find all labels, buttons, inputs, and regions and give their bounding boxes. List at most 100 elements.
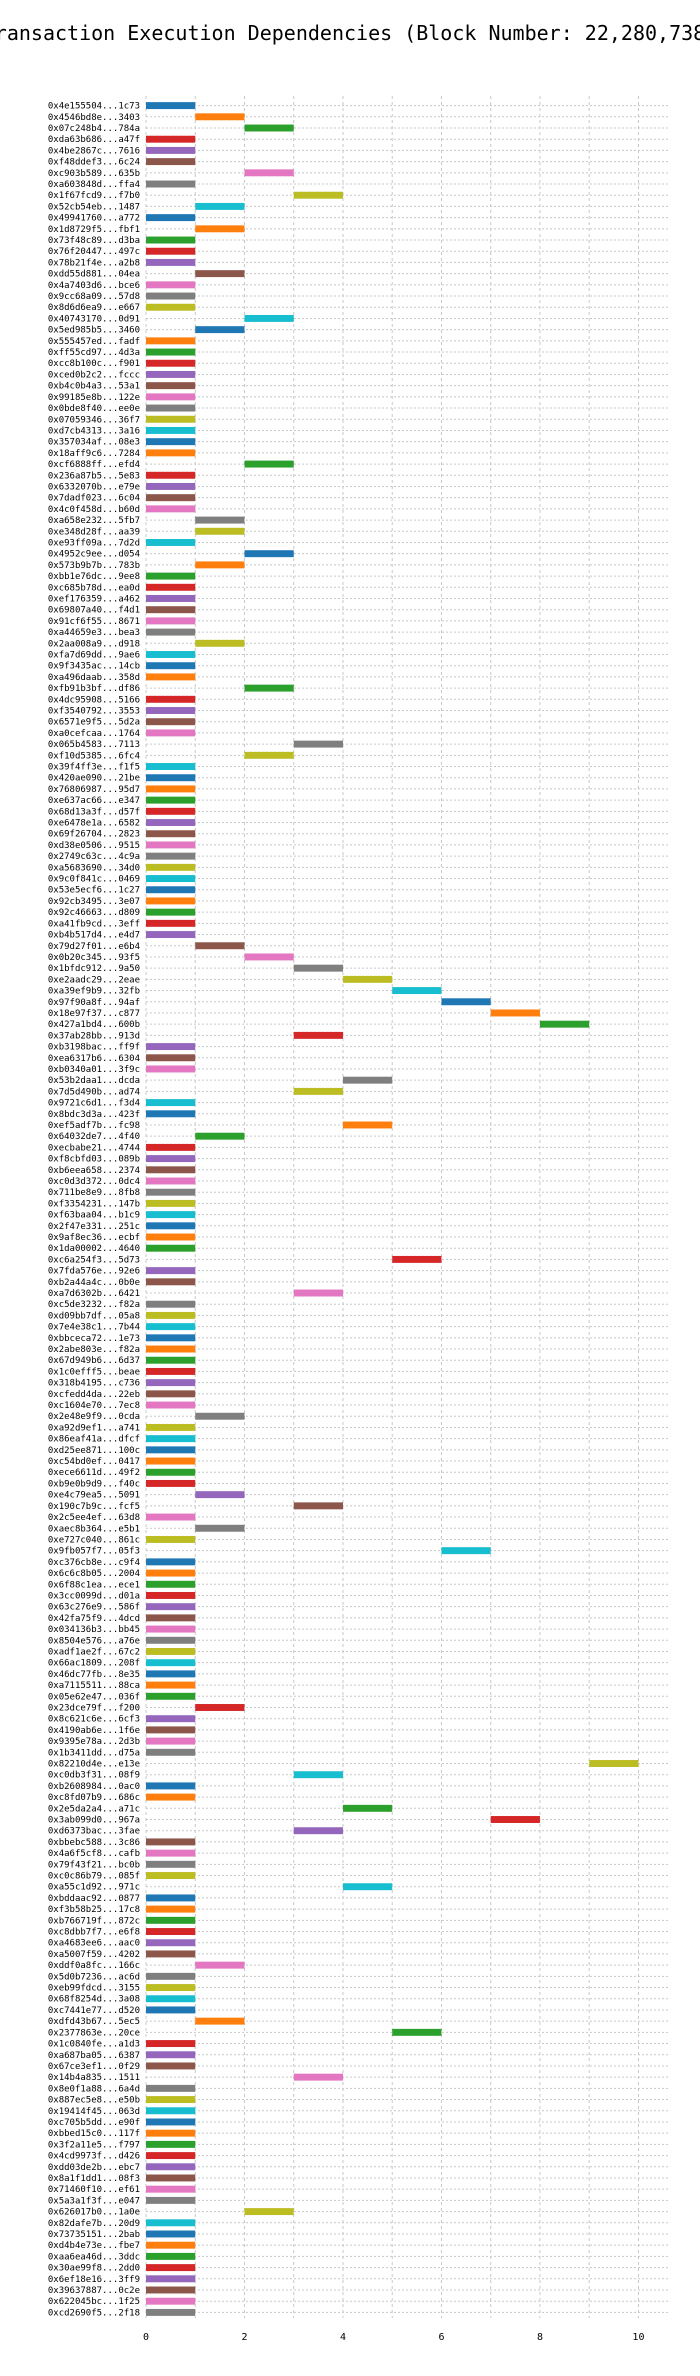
y-tick-label: 0x4be2867c...7616 — [48, 146, 140, 156]
y-tick-label: 0x1da00002...4640 — [48, 1244, 140, 1254]
y-tick-label: 0x76f20447...497c — [48, 247, 140, 257]
y-tick-label: 0x71460f10...ef61 — [48, 2185, 140, 2195]
bar — [146, 146, 196, 154]
y-tick-label: 0x14b4a835...1511 — [48, 2073, 140, 2083]
y-tick-label: 0x1c0840fe...a1d3 — [48, 2040, 140, 2050]
bar — [146, 337, 196, 345]
bar — [146, 1939, 196, 1947]
bar — [146, 415, 196, 423]
bar — [146, 897, 196, 905]
bar — [146, 2308, 196, 2316]
bar — [146, 1468, 196, 1476]
y-tick-label: 0xa7115511...88ca — [48, 1681, 140, 1691]
y-tick-label: 0xb4c0b4a3...53a1 — [48, 382, 140, 392]
y-tick-label: 0xd38e0506...9515 — [48, 841, 140, 851]
y-tick-label: 0xa92d9ef1...a741 — [48, 1423, 140, 1433]
y-tick-label: 0x318b4195...c736 — [48, 1379, 140, 1389]
y-tick-label: 0x52cb54eb...1487 — [48, 202, 140, 212]
bar — [195, 225, 245, 233]
y-tick-label: 0xa5683690...34d0 — [48, 863, 140, 873]
bar — [195, 527, 245, 535]
bar — [195, 1704, 245, 1711]
y-tick-label: 0x40743170...0d91 — [48, 314, 140, 324]
y-tick-label: 0x1f67fcd9...f7b0 — [48, 191, 140, 201]
bar — [146, 102, 196, 110]
bar — [293, 740, 343, 748]
bar — [146, 1860, 196, 1868]
y-tick-label: 0xe2aadc29...2eae — [48, 975, 140, 985]
bar — [146, 718, 196, 726]
y-tick-label: 0xbb1e76dc...9ee8 — [48, 572, 140, 582]
y-tick-label: 0x8a1f1dd1...08f3 — [48, 2174, 140, 2184]
bar — [146, 1972, 196, 1980]
y-tick-label: 0x4546bd8e...3403 — [48, 113, 140, 123]
bar — [146, 1513, 196, 1521]
bar — [146, 651, 196, 658]
y-tick-label: 0xc7441e77...d520 — [48, 2006, 140, 2016]
y-tick-label: 0xc685b78d...ea0d — [48, 583, 140, 593]
bar — [146, 2006, 196, 2014]
y-tick-label: 0x78b21f4e...a2b8 — [48, 258, 140, 268]
y-tick-label: 0x53e5ecf6...1c27 — [48, 886, 140, 896]
y-tick-label: 0x73f48c89...d3ba — [48, 236, 140, 246]
bar — [146, 875, 196, 883]
bar — [146, 1435, 196, 1443]
y-tick-label: 0xdfd43b67...5ec5 — [48, 2017, 140, 2027]
y-tick-label: 0xf63baa04...b1c9 — [48, 1211, 140, 1221]
bar — [490, 1816, 540, 1823]
y-tick-label: 0xa5007f59...4202 — [48, 1950, 140, 1960]
y-tick-label: 0x7fda576e...92e6 — [48, 1267, 140, 1277]
y-tick-label: 0xeb99fdcd...3155 — [48, 1984, 140, 1994]
y-tick-label: 0xf3b58b25...17c8 — [48, 1905, 140, 1915]
bar — [146, 2241, 196, 2249]
bar — [146, 449, 196, 457]
y-tick-label: 0xd09bb7df...05a8 — [48, 1311, 140, 1321]
bar — [195, 270, 245, 278]
y-tick-label: 0x8bdc3d3a...423f — [48, 1110, 140, 1120]
x-tick-label: 8 — [537, 2332, 543, 2343]
y-tick-label: 0x8504e576...a76e — [48, 1636, 140, 1646]
y-tick-label: 0x0bde8f40...ee0e — [48, 404, 140, 414]
y-tick-label: 0xb4b517d4...e4d7 — [48, 931, 140, 941]
bar — [146, 1681, 196, 1689]
bar — [293, 1771, 343, 1779]
bar — [146, 774, 196, 782]
bar — [146, 1737, 196, 1745]
bar — [146, 1916, 196, 1924]
bar — [146, 606, 196, 614]
bar — [146, 841, 196, 849]
bar — [392, 1255, 442, 1263]
y-tick-label: 0xe348d28f...aa39 — [48, 527, 140, 537]
bar — [146, 1659, 196, 1667]
y-tick-label: 0x2e5da2a4...a71c — [48, 1804, 140, 1814]
bar — [244, 550, 294, 558]
y-tick-label: 0x73735151...2bab — [48, 2230, 140, 2240]
y-tick-label: 0x5ed985b5...3460 — [48, 326, 140, 336]
bar — [146, 1311, 196, 1319]
y-tick-label: 0x1bfdc912...9a50 — [48, 964, 140, 974]
y-tick-label: 0xa0cefcaa...1764 — [48, 729, 140, 739]
bar — [146, 1748, 196, 1756]
bar — [146, 303, 196, 311]
y-tick-label: 0x6c6c8b05...2004 — [48, 1569, 140, 1579]
bar — [146, 2129, 196, 2137]
y-tick-label: 0xc8dbb7f7...e6f8 — [48, 1928, 140, 1938]
y-tick-label: 0xfb91b3bf...df86 — [48, 684, 140, 694]
bar — [146, 673, 196, 681]
y-tick-label: 0xf3354231...147b — [48, 1199, 140, 1209]
bar — [146, 1984, 196, 1992]
y-tick-label: 0xda63b686...a47f — [48, 135, 140, 145]
grid — [145, 96, 668, 2318]
bar — [195, 942, 245, 950]
bar — [146, 180, 196, 188]
y-tick-label: 0x9cc68a09...57d8 — [48, 292, 140, 302]
y-tick-label: 0x39637887...0c2e — [48, 2286, 140, 2296]
bar — [146, 426, 196, 434]
bar — [195, 639, 245, 647]
bar — [146, 494, 196, 502]
bar — [195, 1524, 245, 1532]
bar — [146, 1950, 196, 1958]
y-tick-label: 0x4190ab6e...1f6e — [48, 1726, 140, 1736]
bar — [146, 1625, 196, 1633]
bar — [146, 1244, 196, 1252]
